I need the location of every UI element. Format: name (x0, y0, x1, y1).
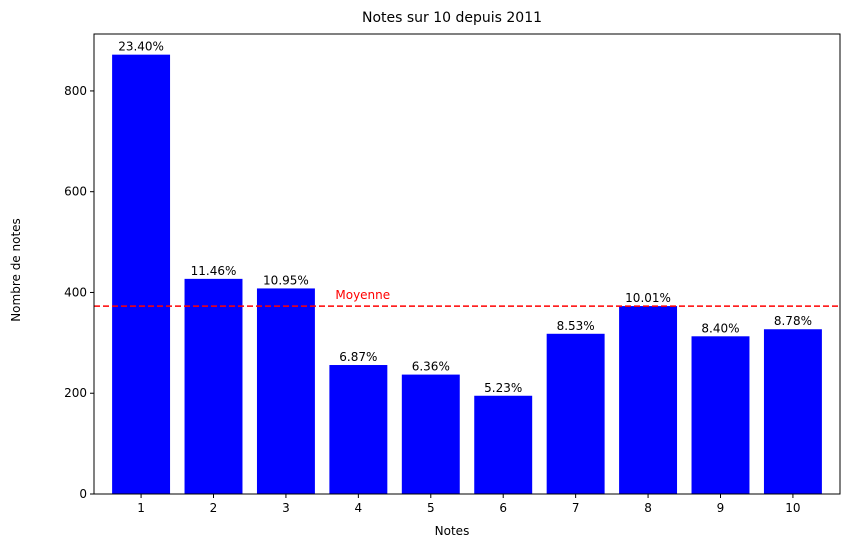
bar-value-label: 5.23% (484, 381, 522, 395)
bar-5 (401, 374, 460, 494)
bar-6 (474, 395, 533, 494)
mean-reference-label: Moyenne (335, 288, 390, 302)
plot-frame (93, 33, 841, 495)
y-tick-label: 800 (64, 84, 87, 98)
bar-9 (691, 336, 750, 494)
bar-value-label: 6.87% (339, 350, 377, 364)
bar-value-label: 8.53% (557, 319, 595, 333)
bar-value-label: 23.40% (118, 40, 164, 54)
y-tick-label: 0 (79, 487, 87, 501)
x-tick-label: 4 (355, 501, 363, 515)
bar-8 (619, 306, 678, 494)
y-tick-label: 600 (64, 185, 87, 199)
x-tick-label: 5 (427, 501, 435, 515)
y-axis-ticks: 0 200 400 600 800 (64, 84, 94, 501)
bar-7 (546, 333, 605, 494)
x-tick-label: 2 (210, 501, 218, 515)
bar-3 (256, 288, 315, 494)
x-tick-label: 6 (499, 501, 507, 515)
chart-title: Notes sur 10 depuis 2011 (362, 10, 542, 26)
x-tick-label: 1 (137, 501, 145, 515)
bar-10 (763, 329, 822, 494)
bar-value-label: 10.01% (625, 291, 671, 305)
bars-group (112, 54, 822, 495)
bar-2 (184, 278, 243, 494)
bar-value-label: 11.46% (191, 264, 237, 278)
bar-value-label: 8.40% (701, 321, 739, 335)
bar-4 (329, 365, 388, 494)
x-axis-label: Notes (435, 524, 470, 538)
y-tick-label: 200 (64, 386, 87, 400)
x-tick-label: 8 (644, 501, 652, 515)
y-tick-label: 400 (64, 285, 87, 299)
x-tick-label: 7 (572, 501, 580, 515)
bar-1 (112, 54, 171, 495)
x-axis-ticks: 1 2 3 4 5 6 7 8 9 10 (137, 494, 801, 515)
x-tick-label: 9 (717, 501, 725, 515)
data-labels-group: 23.40% 11.46% 10.95% 6.87% 6.36% 5.23% 8.53% 10… (118, 40, 812, 395)
bar-value-label: 8.78% (774, 314, 812, 328)
bar-value-label: 6.36% (412, 360, 450, 374)
x-tick-label: 10 (785, 501, 800, 515)
y-axis-label: Nombre de notes (9, 218, 23, 322)
bar-value-label: 10.95% (263, 273, 309, 287)
x-tick-label: 3 (282, 501, 290, 515)
